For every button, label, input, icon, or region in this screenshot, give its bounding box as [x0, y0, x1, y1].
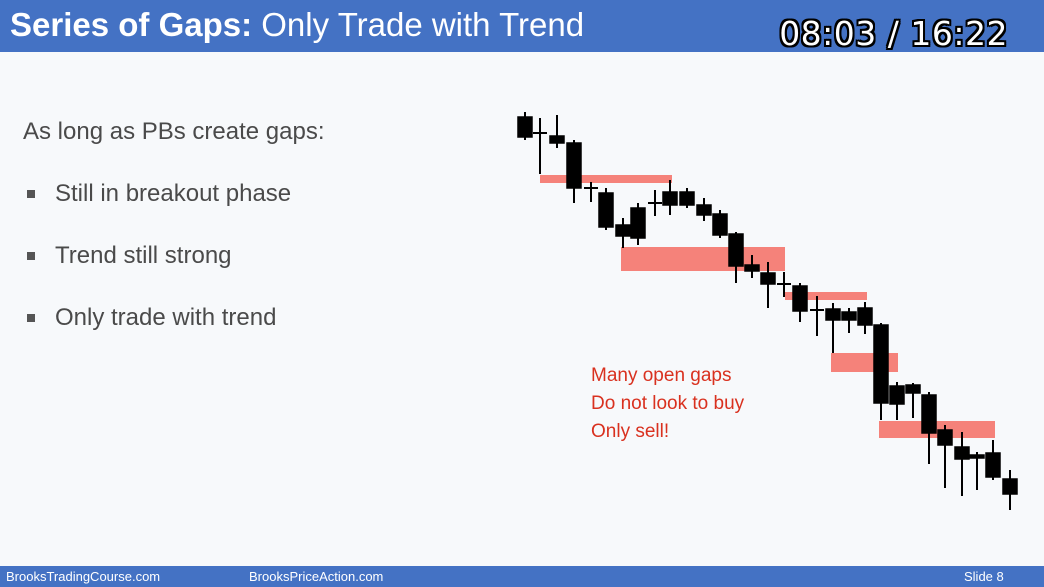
candlestick: [921, 392, 937, 464]
candlestick: [857, 302, 873, 334]
lead-text: As long as PBs create gaps:: [23, 118, 325, 145]
bullet-square-icon: [27, 252, 35, 260]
candlestick: [712, 210, 728, 238]
video-timer: 08:03 / 16:22: [779, 14, 1008, 53]
candlestick: [648, 190, 662, 216]
candlestick: [825, 303, 841, 353]
candlestick: [810, 296, 824, 336]
candlesticks: [517, 112, 1018, 510]
annotation-line: Many open gaps: [591, 365, 732, 386]
candlestick: [679, 188, 695, 208]
candlestick: [969, 452, 985, 490]
candlestick: [873, 323, 889, 420]
bullet-square-icon: [27, 190, 35, 198]
candlestick: [517, 112, 533, 140]
candlestick: [696, 198, 712, 221]
bullet-text: Trend still strong: [55, 242, 232, 269]
candlestick: [985, 440, 1001, 480]
slide-footer: BrooksTradingCourse.com BrooksPriceActio…: [0, 566, 1044, 587]
gap-rectangle: [621, 247, 785, 271]
gap-rectangle: [785, 292, 867, 300]
candlestick: [566, 140, 582, 203]
candlestick: [905, 383, 921, 418]
bullet-square-icon: [27, 314, 35, 322]
candlestick: [598, 188, 614, 230]
slide-number: Slide 8: [964, 569, 1004, 584]
bullet-text: Only trade with trend: [55, 304, 277, 331]
candlestick: [1002, 470, 1018, 510]
slide-title-bold: Series of Gaps:: [10, 6, 253, 43]
candlestick: [584, 182, 598, 202]
annotation-line: Only sell!: [591, 421, 669, 442]
candlestick: [937, 425, 953, 488]
footer-center-site: BrooksPriceAction.com: [249, 569, 384, 584]
footer-left-site: BrooksTradingCourse.com: [6, 569, 161, 584]
bullet-text: Still in breakout phase: [55, 180, 292, 207]
annotation-line: Do not look to buy: [591, 393, 745, 414]
gap-rectangle: [879, 421, 995, 438]
slide-title-rest: Only Trade with Trend: [252, 6, 585, 43]
candlestick: [549, 115, 565, 148]
slide-title: Series of Gaps: Only Trade with Trend: [10, 3, 584, 47]
candlestick: [954, 432, 970, 496]
candlestick: [777, 272, 791, 297]
candlestick: [792, 283, 808, 322]
candlestick: [630, 203, 646, 245]
candlestick: [889, 382, 905, 420]
gap-rectangle: [540, 175, 672, 183]
candlestick: [744, 255, 760, 278]
candlestick: [760, 262, 776, 308]
candlestick: [662, 180, 678, 215]
annotation-text: Many open gaps Do not look to buy Only s…: [591, 365, 745, 442]
candlestick: [615, 218, 631, 248]
candlestick: [841, 308, 857, 333]
candlestick: [533, 118, 547, 174]
slide-header: Series of Gaps: Only Trade with Trend 08…: [0, 0, 1044, 53]
candlestick: [728, 232, 744, 283]
